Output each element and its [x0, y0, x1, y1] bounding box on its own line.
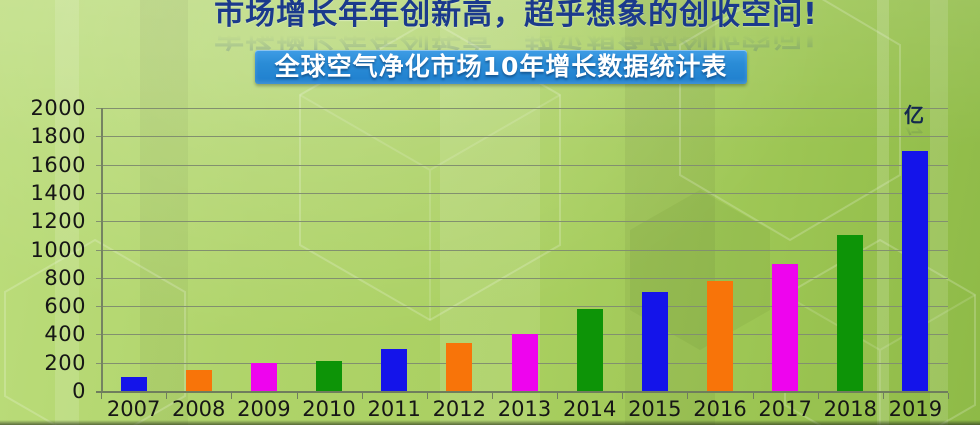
- x-axis-label-2010: 2010: [302, 397, 356, 421]
- x-axis-label-2007: 2007: [106, 397, 161, 421]
- y-axis-label-1800: 1800: [30, 124, 86, 149]
- bar-2017: [772, 263, 799, 391]
- x-axis-label-2017: 2017: [758, 397, 812, 421]
- subtitle-banner: 全球空气净化市场10年增长数据统计表: [255, 50, 747, 84]
- gridline-2000: [96, 108, 948, 109]
- x-axis-tick: [557, 393, 559, 399]
- bar-2018: [837, 235, 864, 391]
- bar-2014: [576, 308, 603, 391]
- x-axis-tick: [296, 393, 298, 399]
- bar-2008: [185, 369, 212, 391]
- x-axis-tick: [361, 393, 363, 399]
- bar-2019: [902, 150, 929, 391]
- page-title: 市场增长年年创新高，超乎想象的创收空间!: [214, 0, 818, 32]
- gridline-1800: [96, 136, 948, 138]
- x-axis-tick: [752, 393, 754, 399]
- y-axis-label-1200: 1200: [30, 209, 86, 234]
- x-axis-tick: [491, 393, 493, 399]
- bar-2016: [707, 280, 733, 391]
- bar-2011: [381, 348, 408, 391]
- bar-2013: [511, 334, 538, 391]
- x-axis-label-2018: 2018: [823, 397, 878, 421]
- gridline-800: [96, 277, 948, 279]
- gridline-600: [96, 306, 948, 308]
- x-axis-label-2009: 2009: [237, 397, 291, 421]
- x-axis-label-2008: 2008: [171, 397, 226, 421]
- x-axis-tick: [426, 393, 428, 399]
- y-axis-label-600: 600: [44, 294, 86, 319]
- bar-2007: [120, 376, 147, 391]
- bar-2010: [316, 361, 342, 391]
- gridline-1000: [96, 249, 948, 251]
- y-axis: [101, 108, 103, 392]
- gridline-1600: [96, 164, 948, 166]
- gridline-1200: [96, 221, 948, 223]
- x-axis-tick: [882, 393, 884, 399]
- unit-label: 亿: [904, 103, 924, 127]
- y-axis-label-800: 800: [44, 265, 86, 290]
- bar-2015: [641, 291, 668, 391]
- x-axis-tick: [948, 393, 949, 399]
- gridline-1400: [96, 192, 948, 194]
- y-axis-label-1600: 1600: [30, 152, 86, 177]
- x-axis-tick: [101, 393, 102, 399]
- y-axis-label-1400: 1400: [30, 180, 86, 205]
- x-axis-label-2013: 2013: [497, 397, 552, 421]
- x-axis-tick: [231, 393, 233, 399]
- y-axis-label-2000: 2000: [30, 96, 86, 120]
- x-axis: [96, 391, 948, 393]
- x-axis-tick: [166, 393, 168, 399]
- x-axis-tick: [622, 393, 624, 399]
- x-axis-label-2019: 2019: [888, 397, 943, 421]
- bar-2012: [446, 342, 473, 391]
- x-axis-label-2011: 2011: [367, 397, 421, 421]
- x-axis-label-2015: 2015: [628, 397, 682, 421]
- y-axis-label-400: 400: [44, 322, 86, 347]
- x-axis-label-2012: 2012: [432, 397, 487, 421]
- unit-label-reflection: 亿: [904, 124, 924, 136]
- header: 市场增长年年创新高，超乎想象的创收空间! 市场增长年年创新高，超乎想象的创收空间…: [26, 0, 980, 52]
- x-axis-label-2014: 2014: [562, 397, 617, 421]
- y-axis-label-0: 0: [72, 379, 86, 403]
- subtitle-text: 全球空气净化市场10年增长数据统计表: [274, 52, 728, 81]
- y-axis-label-200: 200: [44, 350, 86, 375]
- x-axis-tick: [817, 393, 819, 399]
- x-axis-label-2016: 2016: [693, 397, 747, 421]
- y-axis-label-1000: 1000: [30, 237, 86, 262]
- x-axis-tick: [687, 393, 689, 399]
- bar-2009: [250, 362, 277, 391]
